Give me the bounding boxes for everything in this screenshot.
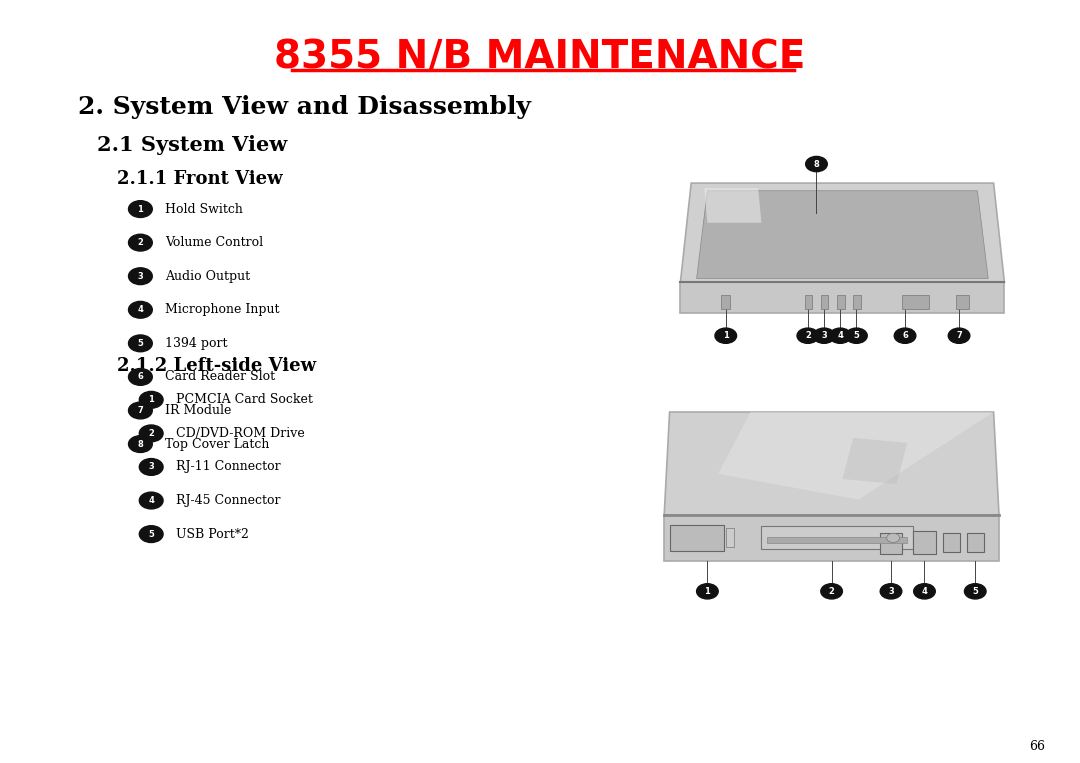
Text: 1: 1 — [704, 587, 711, 596]
Bar — [902, 295, 929, 309]
Polygon shape — [680, 183, 1004, 282]
Text: Card Reader Slot: Card Reader Slot — [165, 370, 275, 384]
Text: 8: 8 — [137, 439, 144, 449]
Circle shape — [139, 459, 163, 475]
Text: 2.1 System View: 2.1 System View — [97, 135, 287, 155]
Text: 2. System View and Disassembly: 2. System View and Disassembly — [78, 95, 530, 119]
Text: 1: 1 — [137, 204, 144, 214]
Text: 8355 N/B MAINTENANCE: 8355 N/B MAINTENANCE — [274, 39, 806, 77]
Circle shape — [129, 402, 152, 419]
Text: 3: 3 — [148, 462, 154, 472]
Circle shape — [829, 328, 851, 343]
Text: 1394 port: 1394 port — [165, 336, 228, 350]
Text: USB Port*2: USB Port*2 — [176, 527, 248, 541]
Text: 2: 2 — [805, 331, 811, 340]
Circle shape — [914, 584, 935, 599]
Circle shape — [139, 425, 163, 442]
Circle shape — [129, 234, 152, 251]
Circle shape — [129, 335, 152, 352]
Text: Volume Control: Volume Control — [165, 236, 264, 250]
Circle shape — [139, 492, 163, 509]
Text: 7: 7 — [137, 406, 144, 415]
Text: 3: 3 — [137, 272, 144, 281]
Circle shape — [894, 328, 916, 343]
Bar — [880, 533, 902, 554]
Text: 4: 4 — [921, 587, 928, 596]
Text: 5: 5 — [137, 339, 144, 348]
Text: RJ-45 Connector: RJ-45 Connector — [176, 494, 281, 507]
Circle shape — [846, 328, 867, 343]
Bar — [853, 295, 861, 309]
Text: 2.1.2 Left-side View: 2.1.2 Left-side View — [117, 357, 315, 375]
Text: 5: 5 — [972, 587, 978, 596]
Text: 2.1.1 Front View: 2.1.1 Front View — [117, 169, 282, 188]
Bar — [943, 533, 960, 552]
Text: 1: 1 — [723, 331, 729, 340]
Bar — [767, 537, 907, 543]
Bar — [805, 295, 812, 309]
Text: 1: 1 — [148, 395, 154, 404]
Bar — [967, 533, 984, 552]
Text: 6: 6 — [137, 372, 144, 382]
Text: 6: 6 — [902, 331, 908, 340]
Polygon shape — [697, 191, 988, 278]
Bar — [726, 528, 734, 548]
Circle shape — [948, 328, 970, 343]
Polygon shape — [664, 515, 999, 561]
Text: 2: 2 — [148, 429, 154, 438]
Circle shape — [813, 328, 835, 343]
Bar — [821, 295, 828, 309]
Polygon shape — [664, 412, 999, 515]
Text: Top Cover Latch: Top Cover Latch — [165, 437, 270, 451]
Text: Audio Output: Audio Output — [165, 269, 251, 283]
Text: 8: 8 — [813, 159, 820, 169]
Circle shape — [797, 328, 819, 343]
Bar — [721, 295, 730, 309]
Text: 4: 4 — [148, 496, 154, 505]
Circle shape — [129, 301, 152, 318]
Polygon shape — [680, 282, 1004, 313]
Circle shape — [806, 156, 827, 172]
Circle shape — [139, 391, 163, 408]
Text: 4: 4 — [137, 305, 144, 314]
Text: IR Module: IR Module — [165, 404, 231, 417]
Circle shape — [715, 328, 737, 343]
Text: 5: 5 — [148, 530, 154, 539]
Text: 3: 3 — [821, 331, 827, 340]
Bar — [913, 531, 936, 554]
Circle shape — [697, 584, 718, 599]
Text: 66: 66 — [1029, 739, 1045, 753]
Circle shape — [129, 268, 152, 285]
Text: Microphone Input: Microphone Input — [165, 303, 280, 317]
Text: 3: 3 — [888, 587, 894, 596]
Bar — [761, 526, 913, 549]
Circle shape — [887, 533, 900, 542]
Circle shape — [129, 369, 152, 385]
Text: 4: 4 — [837, 331, 843, 340]
Circle shape — [821, 584, 842, 599]
Bar — [956, 295, 969, 309]
Text: 2: 2 — [137, 238, 144, 247]
Circle shape — [964, 584, 986, 599]
Text: 2: 2 — [828, 587, 835, 596]
Text: 7: 7 — [956, 331, 962, 340]
Polygon shape — [842, 438, 907, 484]
Text: 5: 5 — [853, 331, 860, 340]
Circle shape — [139, 526, 163, 542]
Circle shape — [129, 201, 152, 217]
Text: Hold Switch: Hold Switch — [165, 202, 243, 216]
Bar — [670, 525, 724, 551]
Circle shape — [880, 584, 902, 599]
Text: CD/DVD-ROM Drive: CD/DVD-ROM Drive — [176, 427, 305, 440]
Circle shape — [129, 436, 152, 452]
Bar — [837, 295, 845, 309]
Polygon shape — [704, 188, 761, 223]
Text: RJ-11 Connector: RJ-11 Connector — [176, 460, 281, 474]
Text: PCMCIA Card Socket: PCMCIA Card Socket — [176, 393, 313, 407]
Polygon shape — [718, 412, 994, 500]
